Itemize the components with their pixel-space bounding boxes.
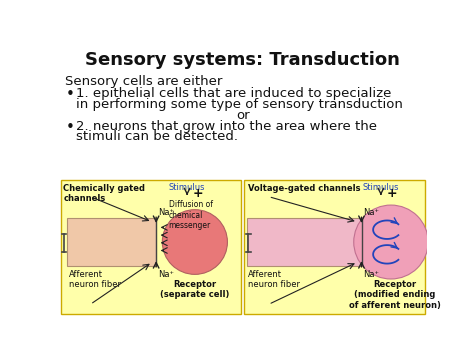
Text: or: or [236,109,250,122]
Text: Sensory systems: Transduction: Sensory systems: Transduction [85,50,401,69]
Text: Na⁺: Na⁺ [363,208,379,217]
Text: Stimulus: Stimulus [169,183,205,192]
Text: Na⁺: Na⁺ [363,270,379,279]
Text: stimuli can be detected.: stimuli can be detected. [76,130,238,143]
Bar [247,218,362,266]
Text: Voltage-gated channels: Voltage-gated channels [247,184,360,192]
Text: Na⁺: Na⁺ [158,208,173,217]
Text: •: • [65,87,74,102]
Circle shape [354,205,428,279]
Text: Diffusion of
chemical
messenger: Diffusion of chemical messenger [169,201,212,230]
Text: •: • [65,120,74,135]
Text: Receptor
(separate cell): Receptor (separate cell) [160,280,229,299]
Text: Na⁺: Na⁺ [158,270,173,279]
Text: Chemically gated
channels: Chemically gated channels [63,184,145,203]
Text: in performing some type of sensory transduction: in performing some type of sensory trans… [76,98,403,111]
Text: 1. epithelial cells that are induced to specialize: 1. epithelial cells that are induced to … [76,87,392,100]
Text: Afferent
neuron fiber: Afferent neuron fiber [69,270,120,289]
Bar [67,218,156,266]
Text: +: + [192,187,203,200]
Text: Stimulus: Stimulus [363,183,399,192]
Text: Afferent
neuron fiber: Afferent neuron fiber [248,270,301,289]
Text: Sensory cells are either: Sensory cells are either [65,75,223,88]
Bar [245,180,425,313]
Text: +: + [386,187,397,200]
Text: Receptor
(modified ending
of afferent neuron): Receptor (modified ending of afferent ne… [349,280,441,310]
Bar [61,180,241,313]
Text: 2. neurons that grow into the area where the: 2. neurons that grow into the area where… [76,120,377,133]
Circle shape [162,210,228,274]
